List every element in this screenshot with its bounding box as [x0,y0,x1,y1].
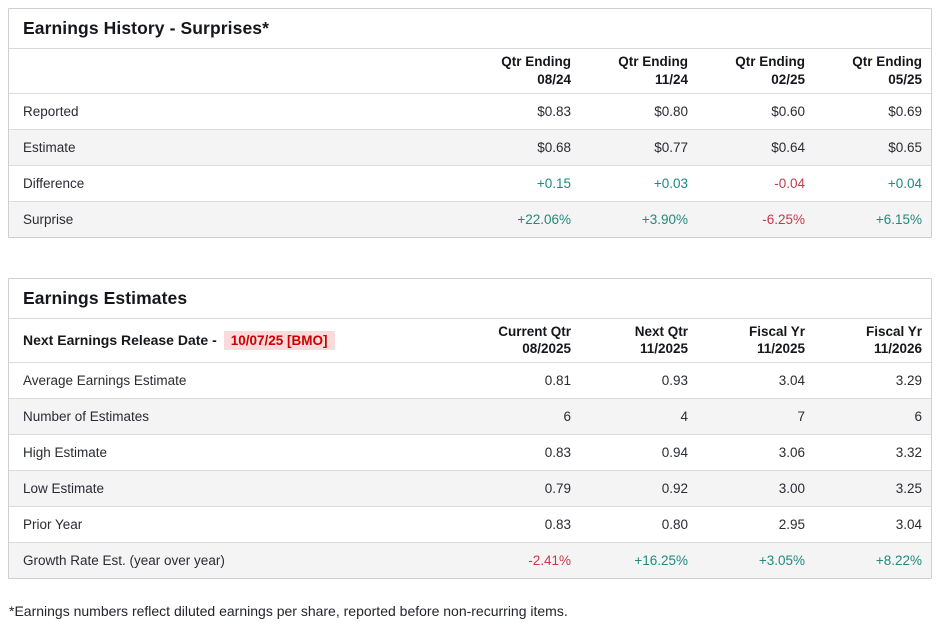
cell-value: $0.77 [654,139,688,155]
cell-value: 6 [914,409,922,425]
earnings-history-card: Earnings History - Surprises* Qtr Ending… [8,8,932,238]
cell-value: 3.25 [895,481,922,497]
column-header-qtr-0225: Qtr Ending 02/25 [735,54,805,87]
table-row-reported: Reported $0.83 $0.80 $0.60 $0.69 [9,92,931,129]
table-row-estimate: Estimate $0.68 $0.77 $0.64 $0.65 [9,128,931,165]
cell-value: +0.04 [887,175,922,191]
next-earnings-release-date: Next Earnings Release Date - 10/07/25 [BM… [9,330,454,350]
row-label: Surprise [23,211,74,227]
cell-value: $0.83 [537,103,571,119]
table-row-high-estimate: High Estimate 0.83 0.94 3.06 3.32 [9,434,931,470]
table-row-number-of-estimates: Number of Estimates 6 4 7 6 [9,398,931,435]
cell-value: 3.00 [778,481,805,497]
table-row-prior-year: Prior Year 0.83 0.80 2.95 3.04 [9,506,931,542]
table-row-surprise: Surprise +22.06% +3.90% -6.25% +6.15% [9,200,931,237]
cell-value: 0.79 [544,481,571,497]
row-label: Low Estimate [23,481,105,497]
row-label: Number of Estimates [23,409,150,425]
table-row-low-estimate: Low Estimate 0.79 0.92 3.00 3.25 [9,470,931,507]
row-label: High Estimate [23,445,108,461]
column-header-next-qtr: Next Qtr 11/2025 [634,323,688,357]
cell-value: +3.05% [758,553,805,569]
cell-value: 0.83 [544,445,571,461]
release-date-label: Next Earnings Release Date - [23,331,217,348]
cell-value: 3.04 [778,373,805,389]
row-label: Difference [23,175,85,191]
cell-value: +8.22% [875,553,922,569]
row-label: Reported [23,103,79,119]
column-header-qtr-1124: Qtr Ending 11/24 [618,54,688,87]
cell-value: 3.06 [778,445,805,461]
column-header-current-qtr: Current Qtr 08/2025 [498,323,571,357]
cell-value: +3.90% [641,211,688,227]
cell-value: 4 [680,409,688,425]
cell-value: 6 [563,409,571,425]
cell-value: 0.93 [661,373,688,389]
cell-value: -0.04 [774,175,805,191]
table-row-difference: Difference +0.15 +0.03 -0.04 +0.04 [9,164,931,201]
cell-value: +0.03 [653,175,688,191]
cell-value: 3.04 [895,517,922,533]
column-header-fiscal-yr-2025: Fiscal Yr 11/2025 [748,323,805,357]
cell-value: $0.64 [771,139,805,155]
cell-value: 3.32 [895,445,922,461]
cell-value: 0.94 [661,445,688,461]
cell-value: 0.80 [661,517,688,533]
row-label: Estimate [23,139,76,155]
cell-value: $0.60 [771,103,805,119]
cell-value: -6.25% [762,211,805,227]
cell-value: 7 [797,409,805,425]
column-header-qtr-0525: Qtr Ending 05/25 [852,54,922,87]
cell-value: $0.80 [654,103,688,119]
cell-value: +16.25% [634,553,688,569]
earnings-estimates-header-row: Next Earnings Release Date - 10/07/25 [BM… [9,319,931,363]
table-row-average-earnings-estimate: Average Earnings Estimate 0.81 0.93 3.04… [9,362,931,398]
table-row-growth-rate-est: Growth Rate Est. (year over year) -2.41%… [9,542,931,579]
cell-value: $0.69 [888,103,922,119]
row-label: Prior Year [23,517,83,533]
earnings-history-title: Earnings History - Surprises* [9,9,931,49]
cell-value: $0.68 [537,139,571,155]
cell-value: -2.41% [528,553,571,569]
column-header-fiscal-yr-2026: Fiscal Yr 11/2026 [865,323,922,357]
cell-value: +6.15% [875,211,922,227]
row-label: Average Earnings Estimate [23,373,187,389]
cell-value: 0.92 [661,481,688,497]
cell-value: 3.29 [895,373,922,389]
earnings-history-header-row: Qtr Ending 08/24 Qtr Ending 11/24 Qtr En… [9,49,931,93]
cell-value: 0.81 [544,373,571,389]
release-date-badge: 10/07/25 [BMO] [223,330,335,350]
cell-value: 2.95 [778,517,805,533]
earnings-footnote: *Earnings numbers reflect diluted earnin… [9,603,568,620]
cell-value: +22.06% [517,211,571,227]
row-label: Growth Rate Est. (year over year) [23,553,225,569]
earnings-estimates-title: Earnings Estimates [9,279,931,319]
cell-value: +0.15 [536,175,571,191]
cell-value: $0.65 [888,139,922,155]
cell-value: 0.83 [544,517,571,533]
earnings-estimates-card: Earnings Estimates Next Earnings Release… [8,277,932,580]
column-header-qtr-0824: Qtr Ending 08/24 [501,54,571,87]
